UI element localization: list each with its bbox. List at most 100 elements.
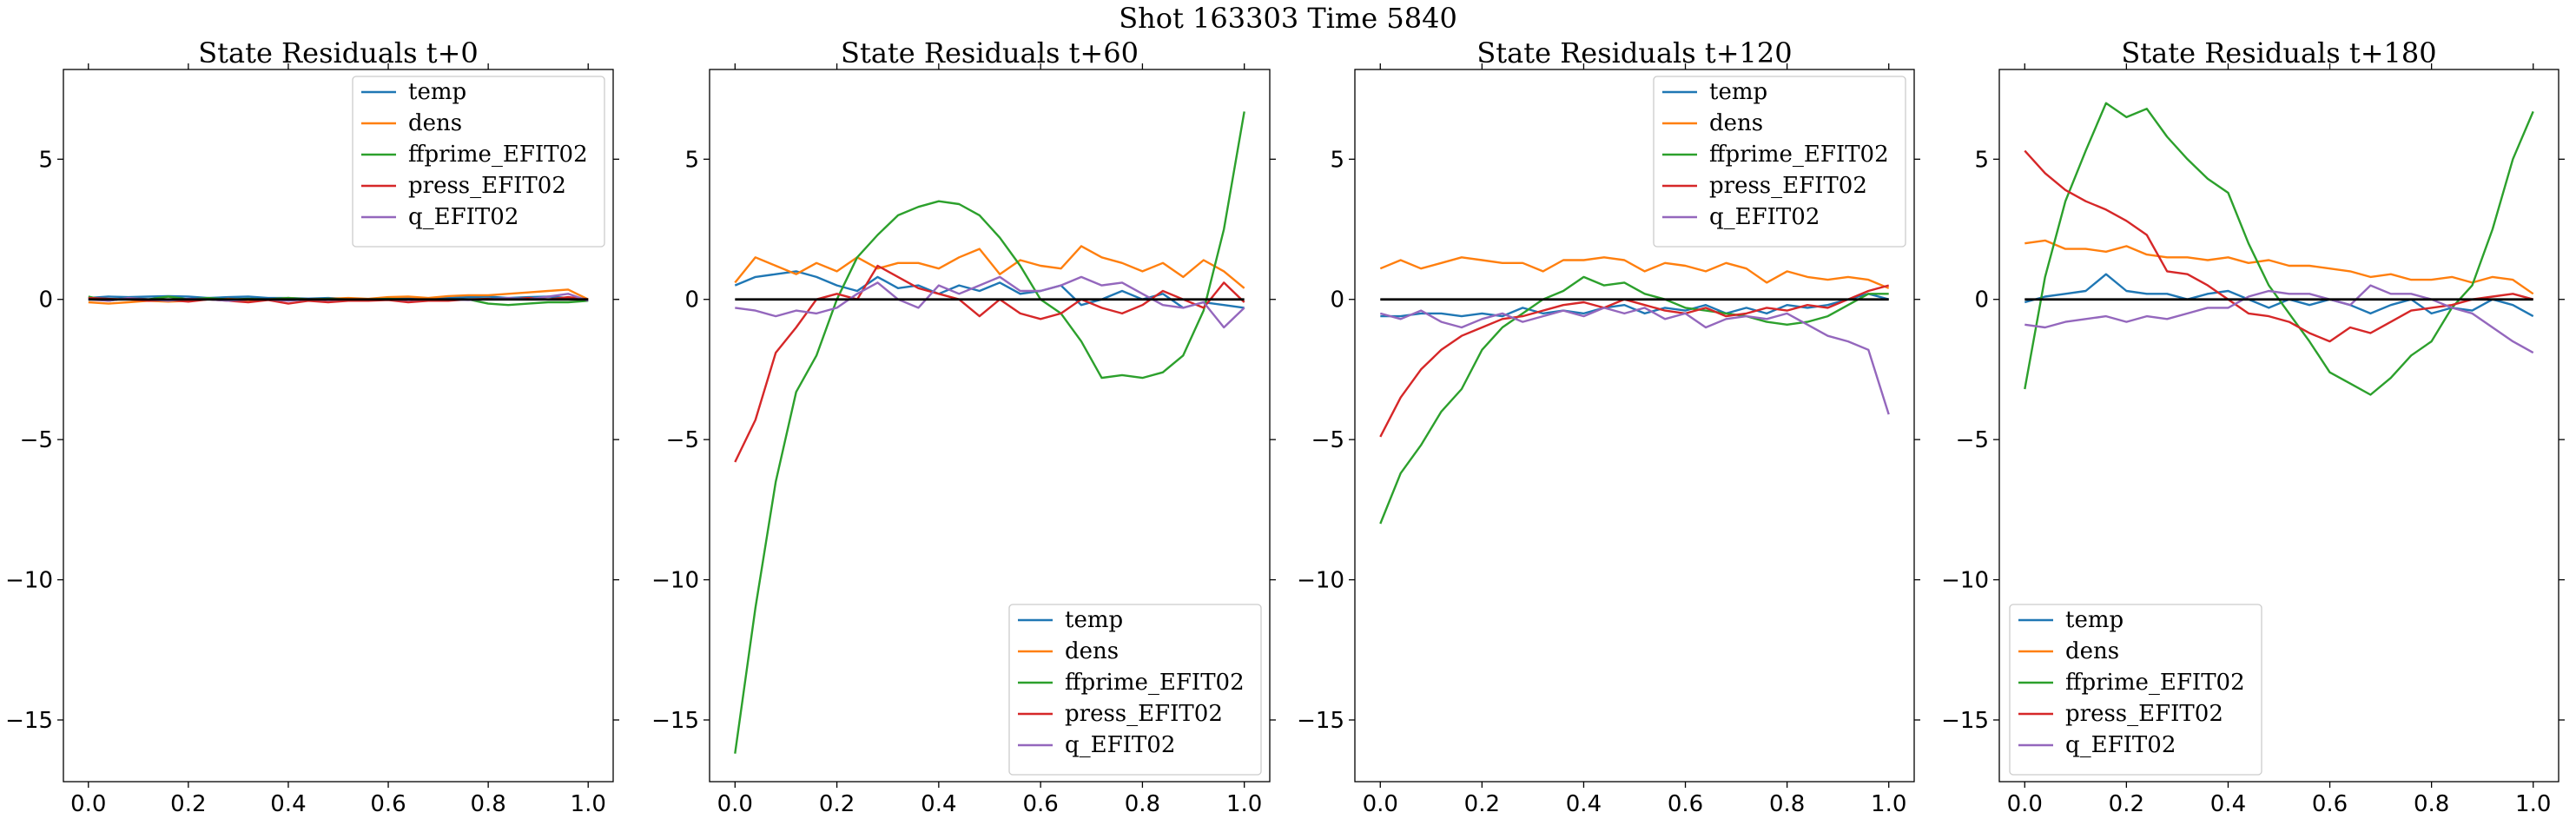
legend-box xyxy=(2009,604,2262,776)
x-tick-label: 0.4 xyxy=(270,791,306,817)
series-line-temp xyxy=(734,270,1245,309)
x-tick-label: 0.8 xyxy=(1769,791,1805,817)
axes-frame xyxy=(1998,69,2559,783)
series-line-q_EFIT02 xyxy=(2024,284,2534,354)
y-tick-label: −15 xyxy=(651,708,699,734)
y-tick-label: 0 xyxy=(684,287,699,314)
legend: temp dens ffprime_EFIT02 press_EFIT02 q_EFIT… xyxy=(1008,604,1262,776)
legend-label: temp xyxy=(1709,79,1767,105)
axes-frame xyxy=(709,69,1271,783)
legend-label: q_EFIT02 xyxy=(1709,204,1820,230)
plot-area xyxy=(88,288,589,307)
x-tick-label: 1.0 xyxy=(2515,791,2551,817)
legend-label: ffprime_EFIT02 xyxy=(1065,670,1245,696)
y-tick-label: 0 xyxy=(1974,287,1989,314)
x-tick-label: 0.4 xyxy=(2210,791,2246,817)
subplot-title: State Residuals t+120 xyxy=(1476,36,1792,69)
legend: temp dens ffprime_EFIT02 press_EFIT02 q_EFIT… xyxy=(1653,76,1906,248)
series-line-press_EFIT02 xyxy=(2024,149,2534,343)
legend-box xyxy=(352,76,605,248)
legend-label: ffprime_EFIT02 xyxy=(1709,142,1889,168)
series-line-dens xyxy=(734,245,1245,289)
x-tick-label: 0.2 xyxy=(819,791,855,817)
series-line-temp xyxy=(2024,273,2534,318)
x-tick-label: 1.0 xyxy=(571,791,606,817)
subplot-title: State Residuals t+0 xyxy=(198,36,479,69)
legend-label: q_EFIT02 xyxy=(408,204,519,230)
legend-label: q_EFIT02 xyxy=(1065,732,1175,758)
x-tick-label: 0.4 xyxy=(921,791,956,817)
y-tick-label: −10 xyxy=(1941,568,1989,594)
legend-label: temp xyxy=(2065,607,2124,633)
x-tick-label: 0.6 xyxy=(2312,791,2348,817)
legend-label: press_EFIT02 xyxy=(2065,701,2223,727)
x-tick-label: 0.6 xyxy=(1668,791,1703,817)
legend: temp dens ffprime_EFIT02 press_EFIT02 q_EFIT… xyxy=(2009,604,2262,776)
x-tick-label: 0.8 xyxy=(470,791,505,817)
y-tick-label: −15 xyxy=(1941,708,1989,734)
x-tick-label: 0.4 xyxy=(1566,791,1602,817)
x-tick-label: 0.0 xyxy=(2007,791,2043,817)
y-tick-label: 5 xyxy=(1330,147,1344,173)
x-tick-label: 0.8 xyxy=(2414,791,2449,817)
x-tick-label: 0.6 xyxy=(370,791,406,817)
y-tick-label: 5 xyxy=(38,147,53,173)
axes-frame xyxy=(63,69,614,783)
series-line-dens xyxy=(2024,239,2534,295)
legend-label: dens xyxy=(408,110,462,136)
y-tick-label: −10 xyxy=(651,568,699,594)
x-tick-label: 0.2 xyxy=(170,791,206,817)
legend-label: dens xyxy=(1065,638,1119,664)
y-tick-label: 0 xyxy=(38,287,53,314)
series-line-dens xyxy=(1379,256,1890,289)
series-line-ffprime_EFIT02 xyxy=(2024,102,2534,396)
x-tick-label: 1.0 xyxy=(1871,791,1906,817)
subplot-3: State Residuals t+180 0.0 0.2 0.4 0.6 0.8 1.0 −… xyxy=(1941,36,2565,817)
y-tick-label: −5 xyxy=(1956,427,1989,453)
subplot-title: State Residuals t+60 xyxy=(841,36,1139,69)
series-line-q_EFIT02 xyxy=(735,275,1245,329)
subplots: State Residuals t+0 0.0 0.2 0.4 0.6 0.8 1.0 −15… xyxy=(5,36,2565,817)
legend: temp dens ffprime_EFIT02 press_EFIT02 q_EFIT… xyxy=(352,76,605,248)
legend-label: temp xyxy=(408,79,466,105)
y-tick-label: −5 xyxy=(1311,427,1344,453)
x-tick-label: 1.0 xyxy=(1226,791,1262,817)
x-tick-label: 0.2 xyxy=(1464,791,1500,817)
axes-frame xyxy=(1354,69,1915,783)
legend-label: dens xyxy=(2065,638,2119,664)
figure-suptitle: Shot 163303 Time 5840 xyxy=(1119,2,1457,35)
y-tick-label: 5 xyxy=(684,147,699,173)
y-tick-label: −15 xyxy=(5,708,53,734)
legend-label: press_EFIT02 xyxy=(1709,173,1867,199)
y-tick-label: −15 xyxy=(1297,708,1344,734)
series-line-temp xyxy=(1380,293,1890,318)
series-line-ffprime_EFIT02 xyxy=(734,111,1245,754)
x-tick-label: 0.0 xyxy=(1363,791,1398,817)
x-tick-label: 0.0 xyxy=(70,791,106,817)
legend-box xyxy=(1008,604,1262,776)
x-tick-label: 0.2 xyxy=(2109,791,2144,817)
subplot-1: State Residuals t+60 0.0 0.2 0.4 0.6 0.8 1.0 −1… xyxy=(651,36,1276,817)
x-tick-label: 0.6 xyxy=(1022,791,1058,817)
legend-label: q_EFIT02 xyxy=(2065,732,2176,758)
plot-area xyxy=(1379,256,1890,525)
legend-label: press_EFIT02 xyxy=(1065,701,1223,727)
series-line-ffprime_EFIT02 xyxy=(1379,275,1889,525)
x-tick-label: 0.0 xyxy=(717,791,753,817)
y-tick-label: 5 xyxy=(1974,147,1989,173)
y-tick-label: −5 xyxy=(20,427,53,453)
legend-label: dens xyxy=(1709,110,1763,136)
y-tick-label: −10 xyxy=(5,568,53,594)
plot-area xyxy=(2024,102,2534,396)
legend-label: temp xyxy=(1065,607,1123,633)
legend-label: press_EFIT02 xyxy=(408,173,566,199)
legend-box xyxy=(1653,76,1906,248)
plot-area xyxy=(734,111,1245,754)
subplot-0: State Residuals t+0 0.0 0.2 0.4 0.6 0.8 1.0 −15… xyxy=(5,36,619,817)
subplot-2: State Residuals t+120 0.0 0.2 0.4 0.6 0.8 1.0 −… xyxy=(1297,36,1920,817)
legend-label: ffprime_EFIT02 xyxy=(408,142,588,168)
series-line-q_EFIT02 xyxy=(1379,307,1890,415)
x-tick-label: 0.8 xyxy=(1125,791,1160,817)
subplot-title: State Residuals t+180 xyxy=(2121,36,2436,69)
